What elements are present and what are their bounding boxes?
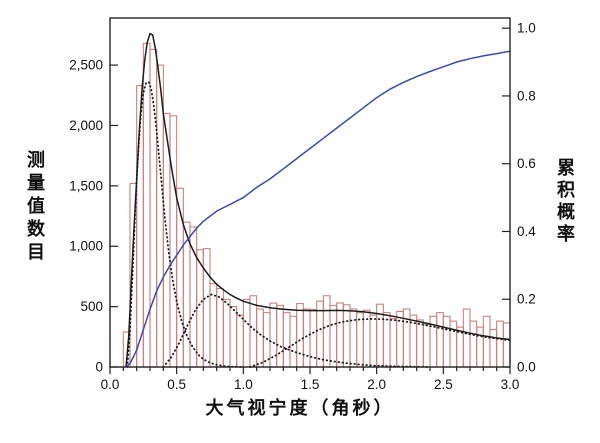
histogram-bar: [302, 308, 311, 368]
histogram-bar: [449, 320, 458, 368]
histogram-bar: [382, 312, 391, 368]
histogram-bar: [422, 324, 431, 368]
histogram-bar: [276, 304, 284, 368]
histogram-bar: [442, 315, 451, 368]
y-right-tick-label: 0.4: [517, 224, 536, 239]
y-right-tick-label: 0.2: [517, 292, 536, 307]
histogram-bar: [489, 329, 498, 368]
y-left-tick-label: 2,000: [69, 118, 103, 133]
histogram-bar: [336, 302, 344, 368]
x-tick-label: 0.5: [167, 377, 186, 392]
histogram-bar: [229, 306, 238, 368]
histogram-bar: [329, 304, 338, 368]
component-1-curve: [126, 80, 245, 368]
cumulative-probability-curve: [125, 50, 511, 368]
component-3-curve: [249, 317, 511, 368]
y-right-tick-label: 0.0: [517, 360, 536, 375]
y-right-ticks: [502, 27, 510, 368]
histogram-bar: [296, 303, 304, 368]
histogram-bar: [416, 319, 424, 368]
y-left-tick-label: 2,500: [69, 58, 103, 73]
component-2-curve: [162, 293, 431, 368]
histogram-bar: [222, 298, 231, 368]
x-tick-label: 2.5: [434, 377, 453, 392]
x-tick-label: 1.5: [301, 377, 320, 392]
histogram-bar: [356, 312, 364, 368]
y-left-ticks: [110, 64, 118, 368]
x-tick-label: 3.0: [501, 377, 520, 392]
histogram-bar: [256, 308, 264, 368]
histogram-bar: [322, 295, 331, 368]
histogram-bar: [482, 315, 491, 368]
histogram-bar: [476, 326, 484, 368]
histogram-bars: [122, 42, 511, 368]
histogram-bar: [349, 308, 358, 368]
histogram-bar: [282, 312, 291, 368]
x-tick-label: 2.0: [367, 377, 386, 392]
histogram-bar: [236, 314, 244, 368]
y-left-tick-label: 1,000: [69, 239, 103, 254]
histogram-bar: [502, 322, 511, 368]
histogram-bar: [469, 320, 478, 368]
y-left-tick-label: 0: [95, 360, 103, 375]
y-left-tick-label: 1,500: [69, 178, 103, 193]
total-fit-curve: [125, 32, 511, 368]
histogram-bar: [402, 308, 411, 368]
histogram-bar: [169, 115, 178, 368]
y-right-tick-label: 1.0: [517, 21, 536, 36]
right-axis-title: 累积概率: [555, 158, 575, 246]
histogram-bar: [462, 308, 471, 368]
x-tick-label: 1.0: [234, 377, 253, 392]
y-left-tick-label: 500: [80, 299, 103, 314]
histogram-bar: [436, 312, 444, 368]
y-right-tick-label: 0.8: [517, 88, 536, 103]
histogram-bar: [242, 298, 251, 368]
histogram-bar: [149, 48, 158, 368]
x-axis-ticks: [109, 367, 511, 374]
histogram-bar: [289, 315, 298, 368]
y-right-tick-label: 0.6: [517, 156, 536, 171]
histogram-bar: [389, 318, 398, 368]
histogram-bar: [249, 295, 258, 368]
histogram-bar: [369, 314, 378, 368]
histogram-bar: [202, 248, 211, 368]
histogram-bar: [342, 304, 351, 368]
histogram-bar: [396, 310, 404, 368]
histogram-bar: [496, 320, 504, 368]
histogram-bar: [189, 226, 198, 368]
left-axis-title: 测量值数目: [25, 150, 45, 265]
x-tick-label: 0.0: [101, 377, 120, 392]
x-axis-title: 大气视宁度（角秒）: [205, 398, 395, 418]
